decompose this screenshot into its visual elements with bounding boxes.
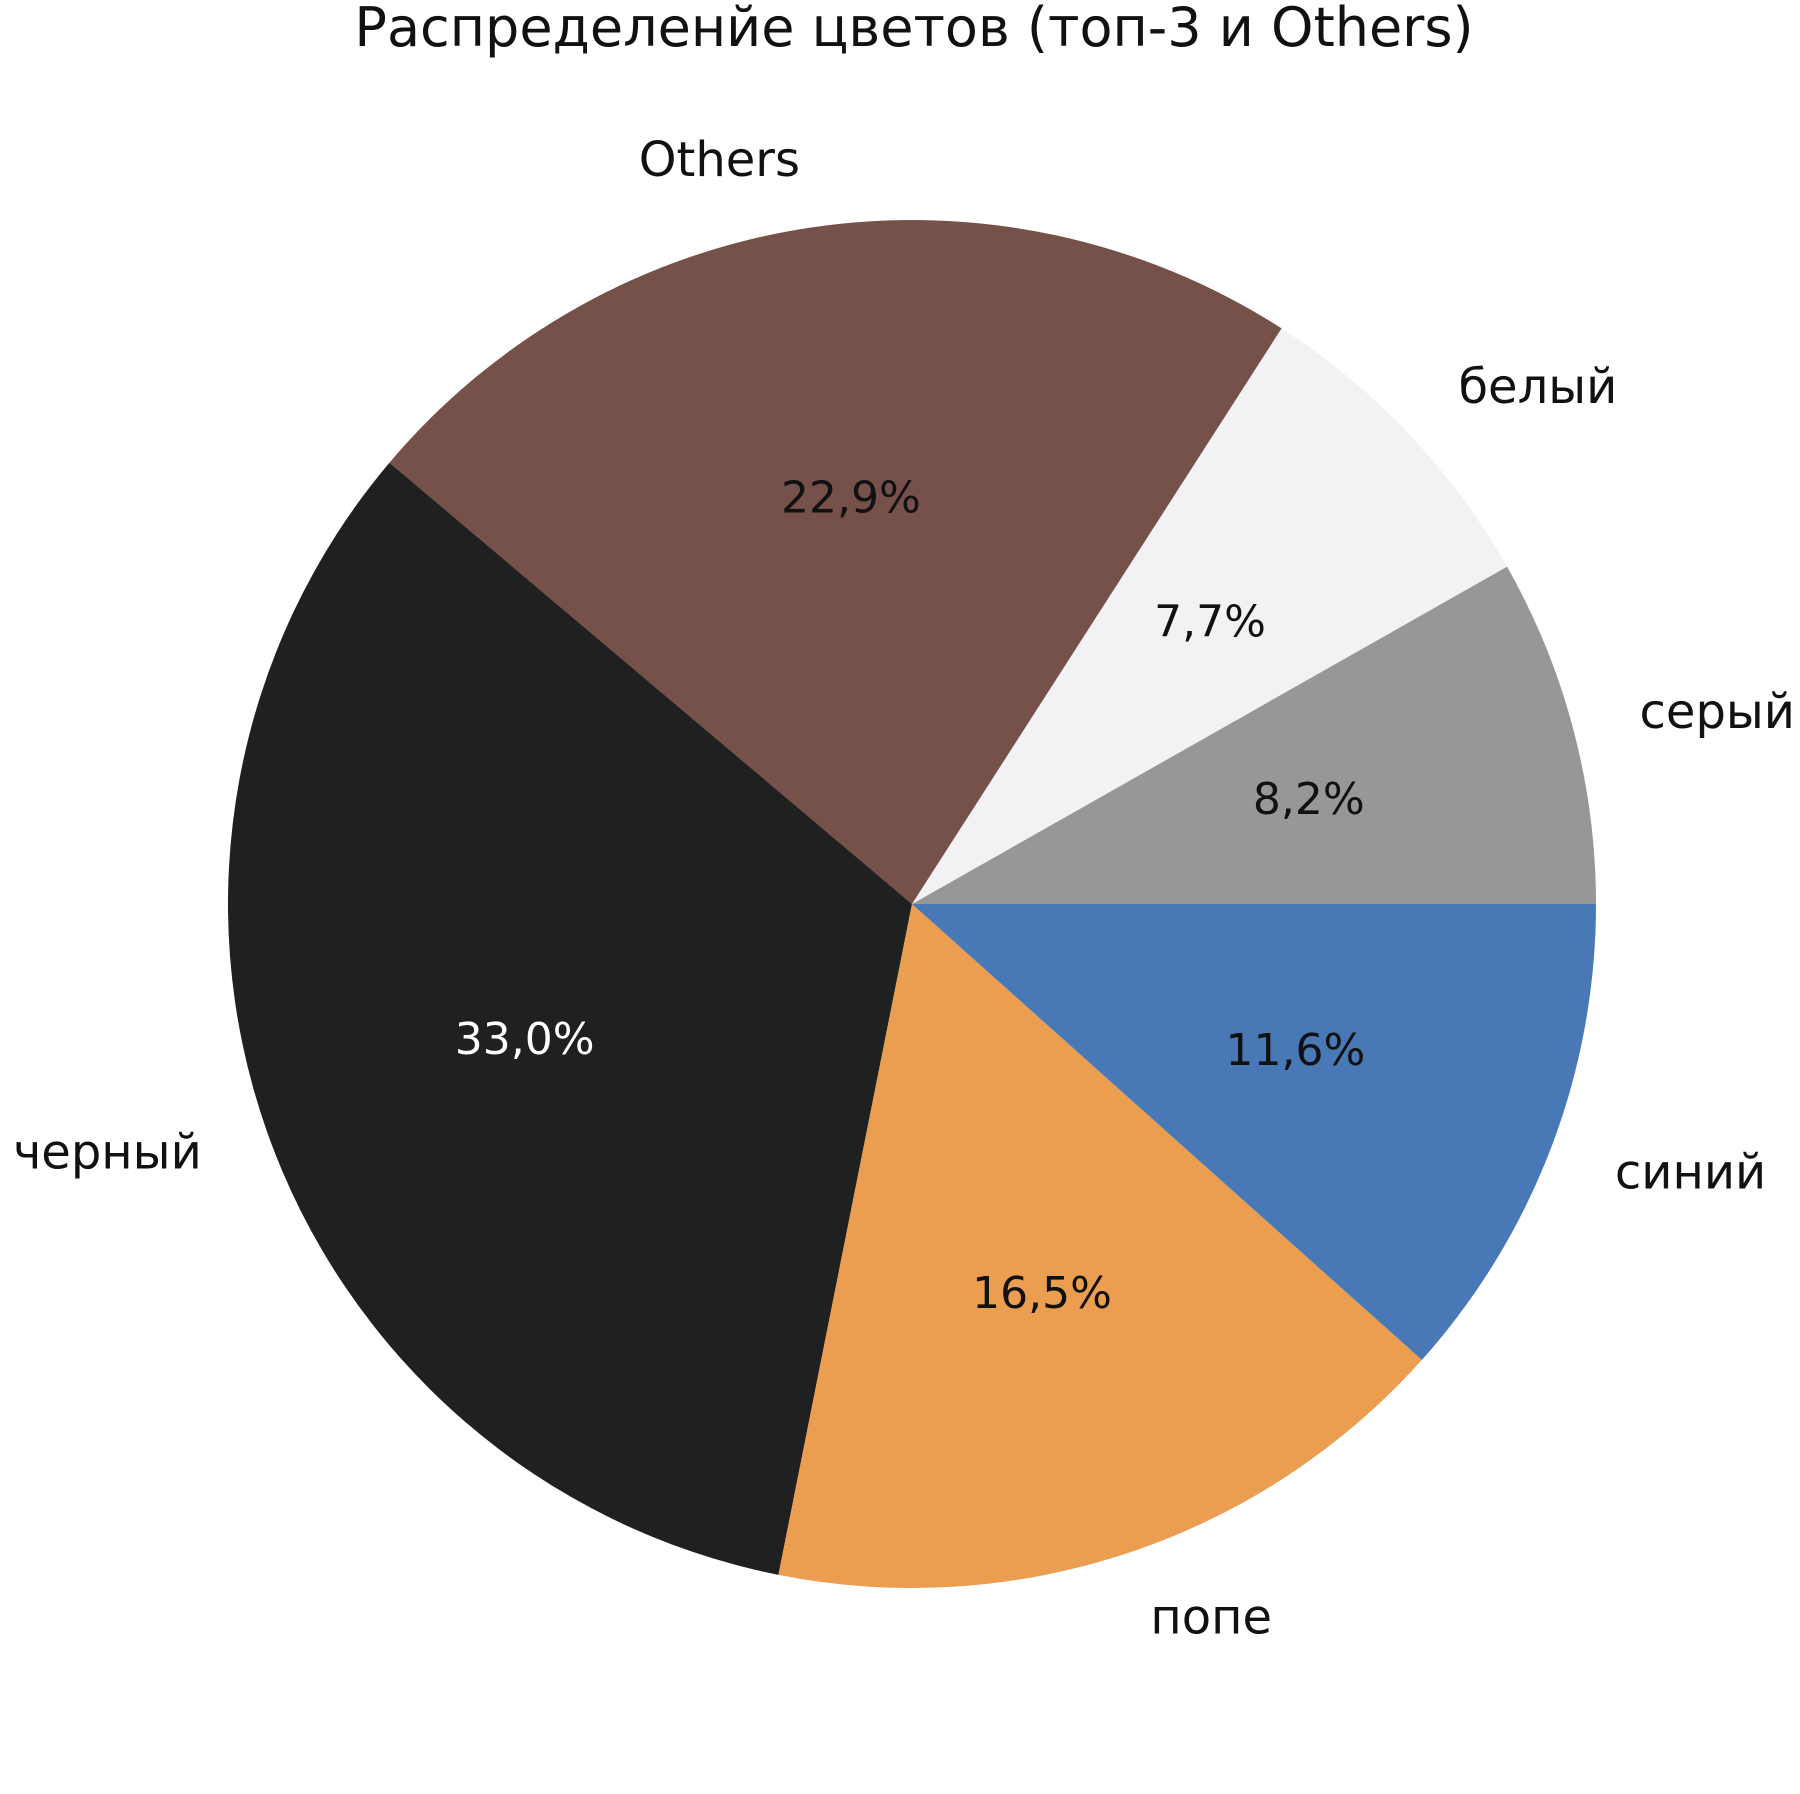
pie-slice <box>912 566 1596 904</box>
slice-category-label: синий <box>1615 1144 1766 1200</box>
slice-percent-label: 33,0% <box>455 1014 595 1065</box>
slice-percent-label: 8,2% <box>1253 774 1365 825</box>
pie-slices <box>228 219 1596 1588</box>
pie-slice <box>778 904 1422 1588</box>
slice-category-label: черный <box>13 1124 202 1180</box>
pie-slice <box>912 328 1508 904</box>
slice-percent-label: 11,6% <box>1226 1025 1366 1076</box>
pie-slice <box>389 219 1282 904</box>
pie-labels: 8,2% серый 7,7% белый 22,9% Others 33,0% черный… <box>13 132 1795 1646</box>
pie-slice <box>912 904 1596 1360</box>
slice-percent-label: 22,9% <box>781 473 921 524</box>
slice-category-label: серый <box>1640 684 1795 740</box>
slice-category-label: белый <box>1458 359 1617 415</box>
slice-percent-label: 16,5% <box>972 1268 1112 1319</box>
slice-category-label: попе <box>1150 1590 1272 1646</box>
slice-category-label: Others <box>639 132 800 188</box>
pie-slice <box>228 462 912 1575</box>
slice-percent-label: 7,7% <box>1154 596 1266 647</box>
chart-title: Распределенйе цветов (топ-3 и Others) <box>354 0 1473 59</box>
